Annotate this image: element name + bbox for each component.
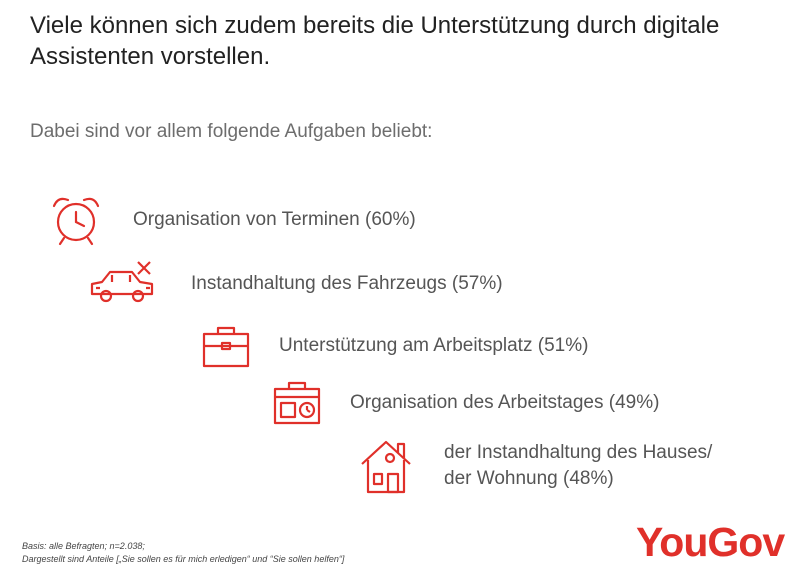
item-label-line2: der Wohnung (48%) — [444, 468, 614, 489]
item-label: Organisation des Arbeitstages (49%) — [350, 392, 660, 413]
page-subtitle: Dabei sind vor allem folgende Aufgaben b… — [30, 121, 433, 142]
logo-you: You — [636, 519, 708, 565]
alarm-clock-icon — [52, 197, 100, 246]
item-label-line1: der Instandhaltung des Hauses/ — [444, 442, 713, 463]
house-icon — [361, 440, 411, 494]
list-item-appointments: Organisation von Terminen (60%) — [46, 192, 416, 248]
page-title: Viele können sich zudem bereits die Unte… — [30, 12, 720, 70]
list-item-workday: Organisation des Arbeitstages (49%) — [265, 375, 659, 431]
calendar-briefcase-icon — [273, 381, 321, 425]
briefcase-icon — [202, 326, 250, 368]
yougov-logo: YouGov — [636, 519, 785, 566]
item-label: Instandhaltung des Fahrzeugs (57%) — [191, 273, 503, 294]
list-item-house: der Instandhaltung des Hauses/ der Wohnu… — [356, 436, 712, 496]
car-repair-icon — [90, 261, 154, 303]
item-label-group: der Instandhaltung des Hauses/ der Wohnu… — [444, 440, 712, 492]
basis-footnote: Basis: alle Befragten; n=2.038; — [22, 541, 145, 551]
method-footnote: Dargestellt sind Anteile [„Sie sollen es… — [22, 554, 345, 564]
list-item-workplace: Unterstützung am Arbeitsplatz (51%) — [194, 318, 588, 374]
item-label: Unterstützung am Arbeitsplatz (51%) — [279, 335, 589, 356]
item-label: Organisation von Terminen (60%) — [133, 209, 416, 230]
logo-gov: Gov — [707, 519, 785, 565]
list-item-vehicle: Instandhaltung des Fahrzeugs (57%) — [88, 256, 503, 312]
